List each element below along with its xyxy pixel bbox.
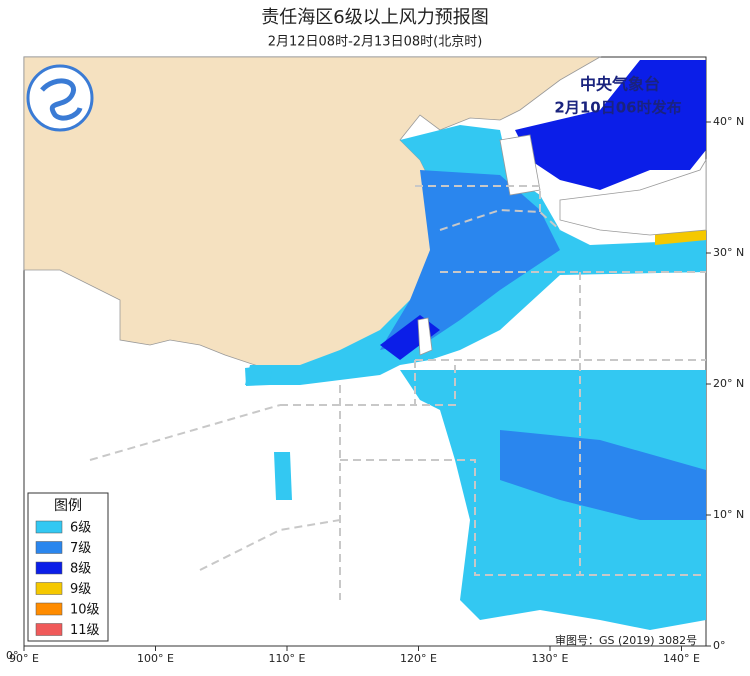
lon-label: 130° E bbox=[532, 652, 569, 665]
lat-label: 40° N bbox=[713, 115, 744, 128]
wind-zone bbox=[245, 365, 272, 386]
legend-label: 9级 bbox=[70, 582, 91, 597]
zone-boundaries bbox=[89, 185, 706, 600]
legend-label: 7级 bbox=[70, 541, 91, 556]
lat-label: 0° bbox=[713, 639, 726, 652]
wind-zone bbox=[400, 370, 706, 630]
lat-label: 30° N bbox=[713, 246, 744, 259]
legend-label: 6级 bbox=[70, 521, 91, 536]
legend-swatch bbox=[35, 623, 63, 636]
map-area bbox=[23, 56, 707, 647]
lon-label: 120° E bbox=[400, 652, 437, 665]
legend-label: 11级 bbox=[70, 623, 100, 638]
lat-label: 20° N bbox=[713, 377, 744, 390]
legend-swatch bbox=[35, 602, 63, 616]
wind-zone bbox=[515, 60, 706, 190]
lon-label: 110° E bbox=[269, 652, 306, 665]
logo-mark bbox=[40, 78, 83, 121]
lon-label: 100° E bbox=[137, 652, 174, 665]
wind-zone bbox=[380, 170, 560, 350]
legend-swatch bbox=[35, 541, 63, 554]
legend-swatch bbox=[35, 582, 63, 595]
lat-label: 10° N bbox=[713, 508, 744, 521]
wind-zone bbox=[500, 430, 706, 520]
japan bbox=[559, 158, 707, 236]
legend-title: 图例 bbox=[54, 498, 82, 514]
korea bbox=[499, 134, 541, 196]
legend-label: 10级 bbox=[70, 603, 100, 618]
lon-label: 140° E bbox=[663, 652, 700, 665]
taiwan bbox=[417, 317, 433, 356]
review-number: 审图号：GS (2019) 3082号 bbox=[555, 633, 697, 647]
title: 责任海区6级以上风力预报图 bbox=[261, 7, 488, 28]
axis-labels: 90° E 100° E 110° E 120° E 130° E 140° E 40° N… bbox=[6, 115, 744, 665]
wind-zone bbox=[274, 452, 292, 500]
corner-label: 0° bbox=[6, 649, 19, 662]
legend-swatch bbox=[35, 520, 63, 534]
legend-label: 8级 bbox=[70, 562, 91, 577]
subtitle: 2月12日08时-2月13日08时(北京时) bbox=[268, 35, 483, 50]
issue-time: 2月10日06时发布 bbox=[554, 99, 681, 117]
legend-swatch bbox=[35, 561, 63, 575]
legend: 图例 6级 7级 8级 9级 10级 11级 bbox=[27, 492, 109, 642]
agency: 中央气象台 bbox=[580, 75, 660, 94]
lon-label: 90° E bbox=[9, 652, 39, 665]
